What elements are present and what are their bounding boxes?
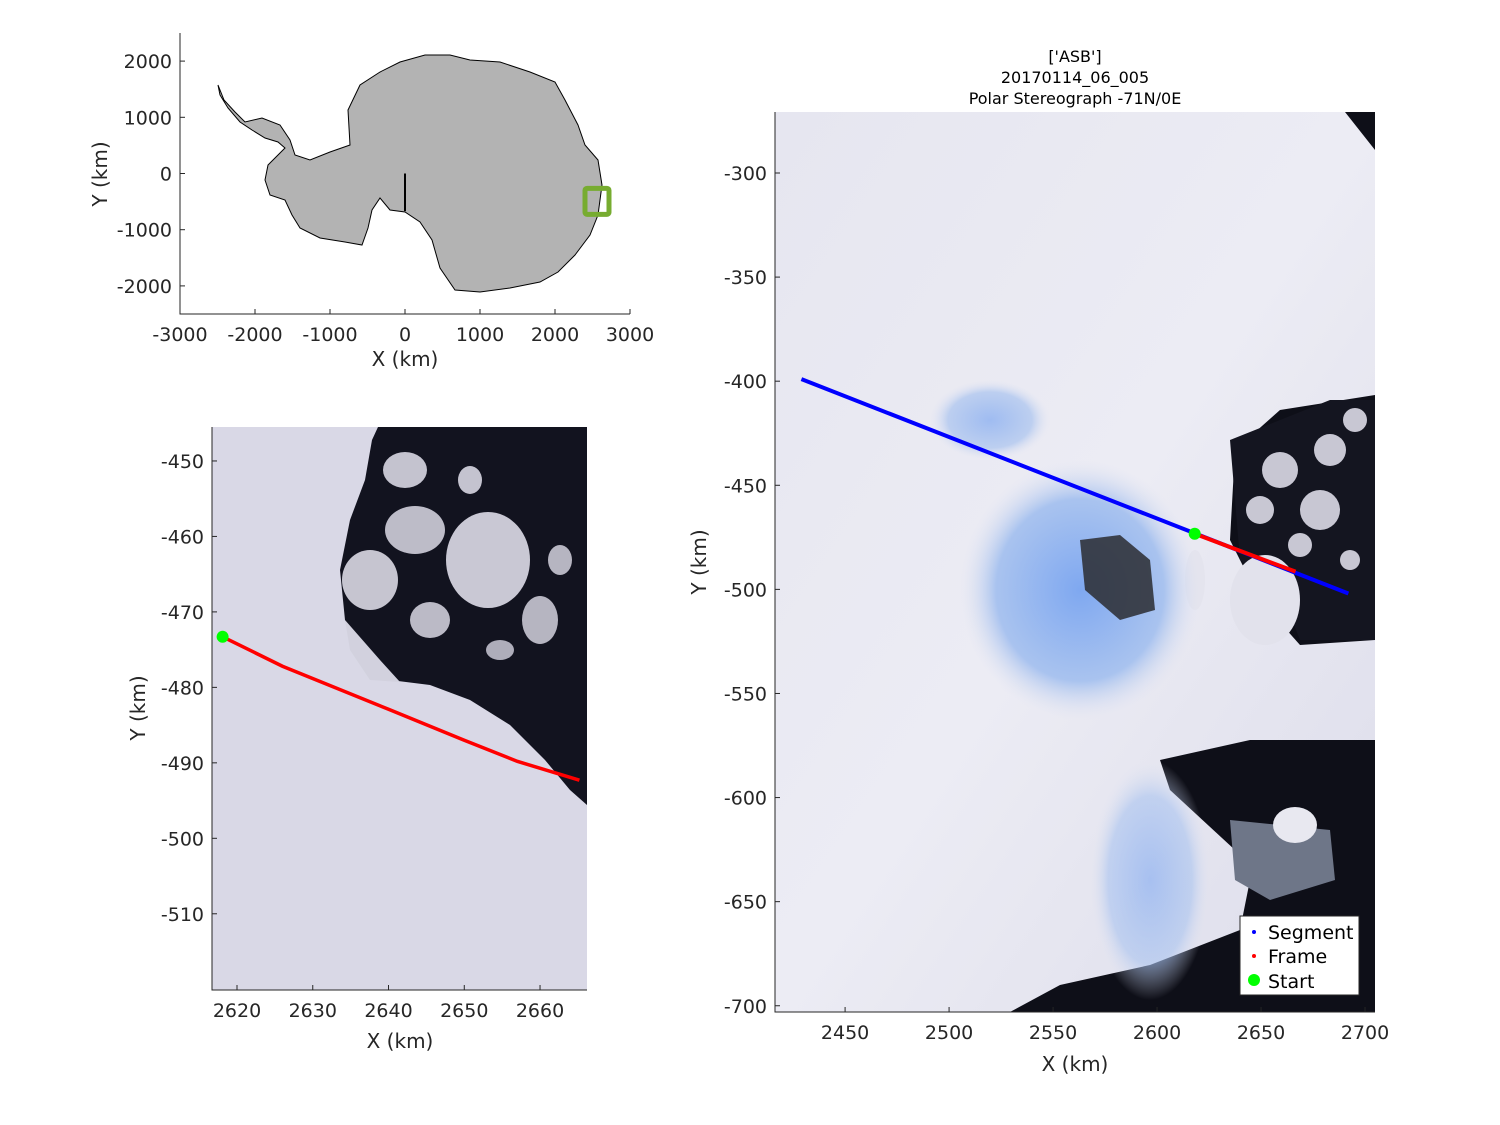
segment_map-ytick: -550 xyxy=(724,683,767,705)
zoom_frame-ytick: -490 xyxy=(161,753,204,775)
title-line-2: 20170114_06_005 xyxy=(1001,68,1149,88)
segment_map-ytick: -600 xyxy=(724,788,767,810)
zoom-ylabel: Y (km) xyxy=(126,675,150,741)
legend: Segment Frame Start xyxy=(1239,915,1360,996)
overview-axes: -3000 -2000 -1000 0 1000 2000 3000 2000 1000 0 -10… xyxy=(88,33,654,371)
title-line-3: Polar Stereograph -71N/0E xyxy=(969,89,1182,108)
zoom_frame-xtick: 2660 xyxy=(516,1000,564,1022)
overview-xtick: -1000 xyxy=(302,324,357,346)
overview-xtick: 2000 xyxy=(531,324,579,346)
segment_map-xtick: 2500 xyxy=(925,1022,973,1044)
highlight-box xyxy=(582,185,612,217)
zoom-start-marker xyxy=(216,630,229,643)
overview-xtick: 0 xyxy=(399,324,411,346)
overview-ylabel: Y (km) xyxy=(88,141,112,207)
zoom_frame-ytick: -450 xyxy=(161,451,204,473)
overview-ytick: -1000 xyxy=(117,220,172,242)
zoom_frame-ytick: -510 xyxy=(161,904,204,926)
segment_map-ytick: -400 xyxy=(724,371,767,393)
zoom-axis-lines xyxy=(211,427,587,991)
zoom_frame-ytick: -460 xyxy=(161,526,204,548)
overview-ytick: 0 xyxy=(160,164,172,186)
segment_map-ytick: -350 xyxy=(724,267,767,289)
zoom-frame-line xyxy=(221,635,580,782)
zoom_frame-ytick: -500 xyxy=(161,828,204,850)
segment-map-axes: ['ASB'] 20170114_06_005 Polar Stereograp… xyxy=(687,47,1389,1076)
segment-map-imagery xyxy=(775,112,1375,1012)
segment_map-ytick: -650 xyxy=(724,892,767,914)
title-line-1: ['ASB'] xyxy=(1048,47,1101,66)
segment-ylabel: Y (km) xyxy=(687,529,711,595)
segment_map-ytick: -450 xyxy=(724,475,767,497)
legend-frame-marker xyxy=(1252,954,1256,958)
zoom_frame-xtick: 2640 xyxy=(364,1000,412,1022)
legend-start-marker xyxy=(1248,974,1260,986)
zoom-frame-axes: 2620 2630 2640 2650 2660 -450 -460 -470 -480 -490… xyxy=(126,427,587,1053)
legend-start-label: Start xyxy=(1268,971,1314,993)
zoom_frame-ytick: -480 xyxy=(161,677,204,699)
overview-xtick: -3000 xyxy=(152,324,207,346)
frame-line xyxy=(1193,531,1297,574)
segment_map-ytick: -700 xyxy=(724,996,767,1018)
zoom_frame-ytick: -470 xyxy=(161,602,204,624)
segment_map-xtick: 2550 xyxy=(1029,1022,1077,1044)
segment_map-xtick: 2450 xyxy=(821,1022,869,1044)
legend-frame-label: Frame xyxy=(1268,946,1327,968)
segment_map-xtick: 2600 xyxy=(1133,1022,1181,1044)
segment_map-ytick: -300 xyxy=(724,163,767,185)
overview-xtick: 3000 xyxy=(606,324,654,346)
legend-segment-label: Segment xyxy=(1268,922,1354,944)
overview-ytick: 2000 xyxy=(124,51,172,73)
zoom_frame-xtick: 2630 xyxy=(289,1000,337,1022)
start-marker xyxy=(1188,527,1201,540)
segment_map-xtick: 2650 xyxy=(1237,1022,1285,1044)
segment-xlabel: X (km) xyxy=(1042,1052,1109,1076)
segment_map-xtick: 2700 xyxy=(1341,1022,1389,1044)
segment-axis-lines xyxy=(774,112,1375,1013)
zoom_frame-xtick: 2650 xyxy=(440,1000,488,1022)
zoom-xlabel: X (km) xyxy=(367,1029,434,1053)
zoom-frame-imagery xyxy=(212,427,587,990)
overview-ytick: 1000 xyxy=(124,107,172,129)
segment_map-ytick: -500 xyxy=(724,579,767,601)
legend-segment-marker xyxy=(1252,930,1256,934)
overview-ytick: -2000 xyxy=(117,276,172,298)
antarctica-landmass xyxy=(217,54,603,293)
overview-xtick: 1000 xyxy=(456,324,504,346)
overview-xtick: -2000 xyxy=(227,324,282,346)
zoom_frame-xtick: 2620 xyxy=(213,1000,261,1022)
overview-xlabel: X (km) xyxy=(372,347,439,371)
